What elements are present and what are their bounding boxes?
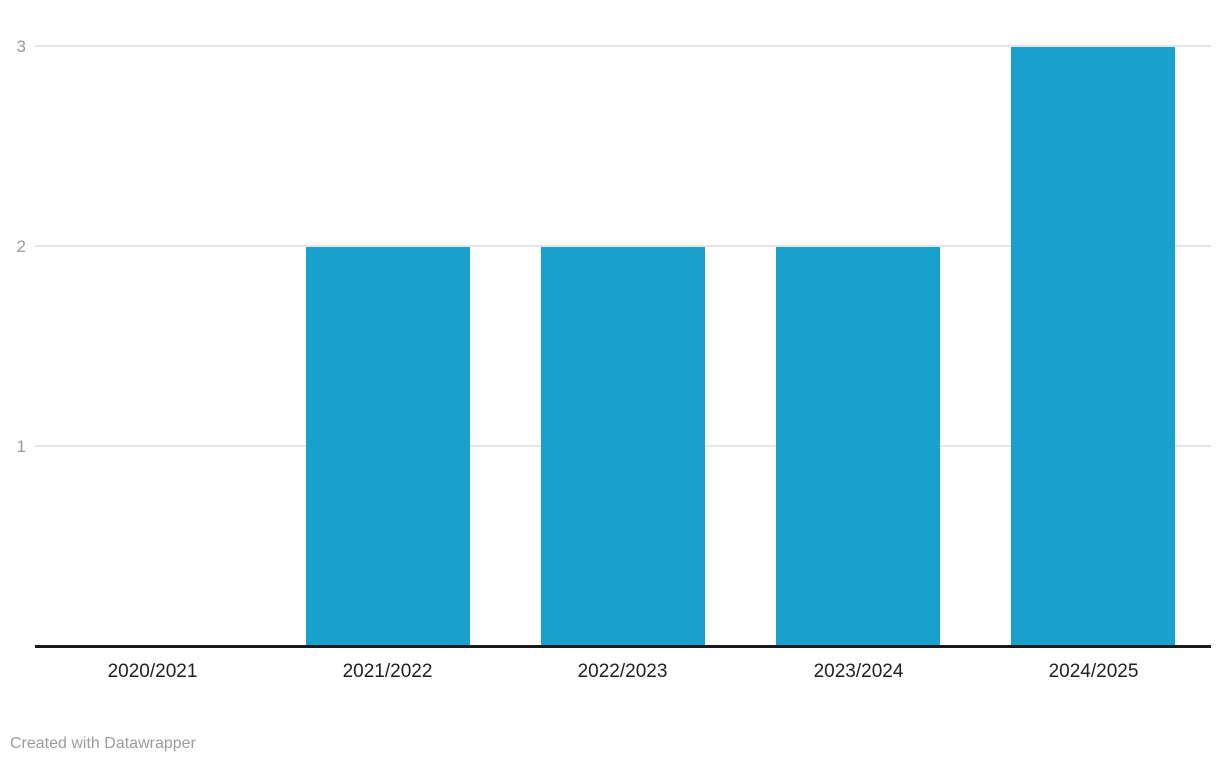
gridline-y-3 [35, 45, 1211, 47]
y-tick-label: 3 [16, 37, 26, 56]
bar-2022-2023[interactable] [541, 247, 705, 646]
x-tick-label: 2022/2023 [577, 661, 668, 682]
x-tick-label: 2021/2022 [342, 661, 433, 682]
x-tick-label: 2020/2021 [107, 661, 198, 682]
x-axis-line [35, 645, 1211, 648]
y-tick-label: 2 [16, 237, 26, 256]
y-tick-label: 1 [16, 437, 26, 456]
bar-2024-2025[interactable] [1011, 47, 1175, 646]
x-tick-label: 2023/2024 [813, 661, 904, 682]
x-tick-label: 2024/2025 [1048, 661, 1139, 682]
gridline-y-2 [35, 245, 1211, 247]
bar-2023-2024[interactable] [776, 247, 940, 646]
bar-2021-2022[interactable] [306, 247, 470, 646]
datawrapper-credit-link[interactable]: Created with Datawrapper [10, 735, 196, 752]
chart-footer: Created with Datawrapper [10, 734, 196, 754]
